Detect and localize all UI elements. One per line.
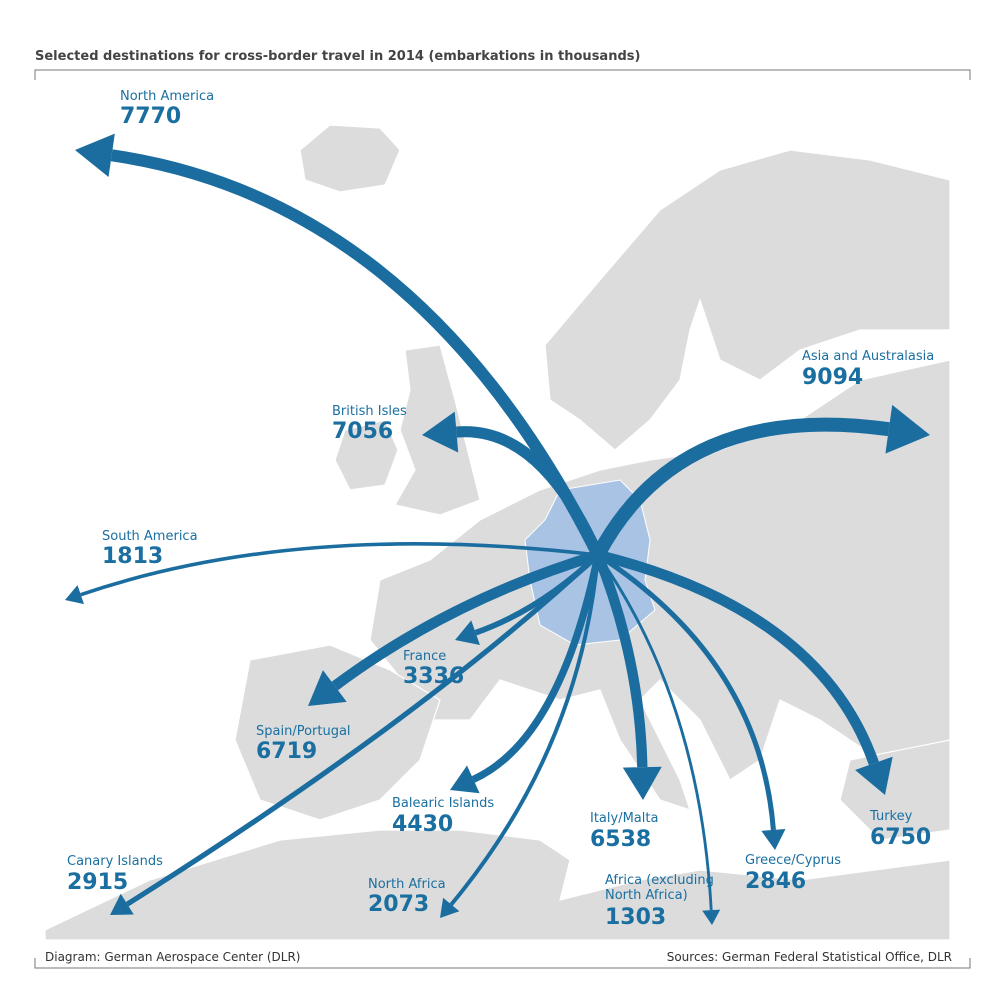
africa — [44, 829, 951, 941]
flow-arrow — [596, 552, 776, 831]
flow-arrow — [449, 554, 600, 906]
destination-value: 4430 — [392, 812, 454, 837]
destination-name: South America — [102, 529, 198, 544]
flow-arrow — [80, 542, 599, 597]
destination-name: Canary Islands — [67, 854, 163, 869]
arrow-head — [110, 893, 134, 915]
flow-arrow — [125, 553, 600, 907]
arrow-head — [885, 404, 930, 454]
arrow-head — [761, 828, 786, 850]
scandinavia — [544, 149, 951, 451]
flow-arrow — [596, 554, 713, 911]
frame — [34, 69, 971, 969]
destination-value: 1813 — [102, 544, 164, 569]
destination-name: Italy/Malta — [590, 811, 659, 826]
destination-name: France — [403, 649, 447, 664]
destination-name: North America — [120, 89, 215, 104]
flow-arrow — [110, 149, 604, 558]
arrow-head — [450, 765, 480, 794]
destination-name: British Isles — [332, 404, 407, 419]
destination-name: Turkey — [870, 809, 913, 824]
flow-arrow — [456, 426, 604, 558]
flow-arrow — [591, 417, 890, 559]
arrow-head — [65, 585, 84, 605]
destination-value: 9094 — [802, 365, 864, 390]
arrow-head — [440, 897, 460, 918]
flow-arrow — [593, 553, 648, 768]
destination-value: 3336 — [403, 664, 465, 689]
arrow-head — [308, 670, 347, 706]
destination-value: 6719 — [256, 739, 318, 764]
title: Selected destinations for cross-border t… — [35, 49, 640, 64]
arrow-head — [422, 411, 459, 453]
frame-bottom — [34, 958, 971, 969]
destination-name: Spain/Portugal — [256, 724, 351, 739]
footer-right: Sources: German Federal Statistical Offi… — [666, 950, 952, 964]
destination-value: 6750 — [870, 825, 932, 850]
ireland — [334, 419, 399, 491]
destination-value: 1303 — [605, 905, 667, 930]
iceland — [299, 124, 401, 193]
destination-name: Africa (excluding North Africa) — [605, 873, 714, 903]
flow-arrow — [331, 549, 600, 691]
flow-arrow — [596, 549, 879, 766]
destination-name: Asia and Australasia — [802, 349, 935, 364]
destination-name: North Africa — [368, 877, 446, 892]
arrow-head — [702, 909, 721, 925]
arrow-head — [855, 756, 893, 795]
arrow-head — [75, 133, 115, 178]
arrow-head — [622, 766, 662, 800]
flow-arrow — [471, 554, 602, 783]
destination-value: 7056 — [332, 419, 394, 444]
destination-value: 7770 — [120, 104, 182, 129]
frame-top — [34, 69, 971, 80]
land — [44, 124, 951, 941]
arrow-head — [455, 620, 480, 646]
destination-value: 2915 — [67, 870, 129, 895]
iberia — [234, 644, 441, 821]
turkey — [839, 739, 951, 841]
destination-name: Balearic Islands — [392, 796, 495, 811]
destination-value: 2073 — [368, 892, 430, 917]
footer-left: Diagram: German Aerospace Center (DLR) — [45, 950, 301, 964]
destination-value: 6538 — [590, 827, 652, 852]
destination-name: Greece/Cyprus — [745, 853, 842, 868]
destination-value: 2846 — [745, 869, 807, 894]
